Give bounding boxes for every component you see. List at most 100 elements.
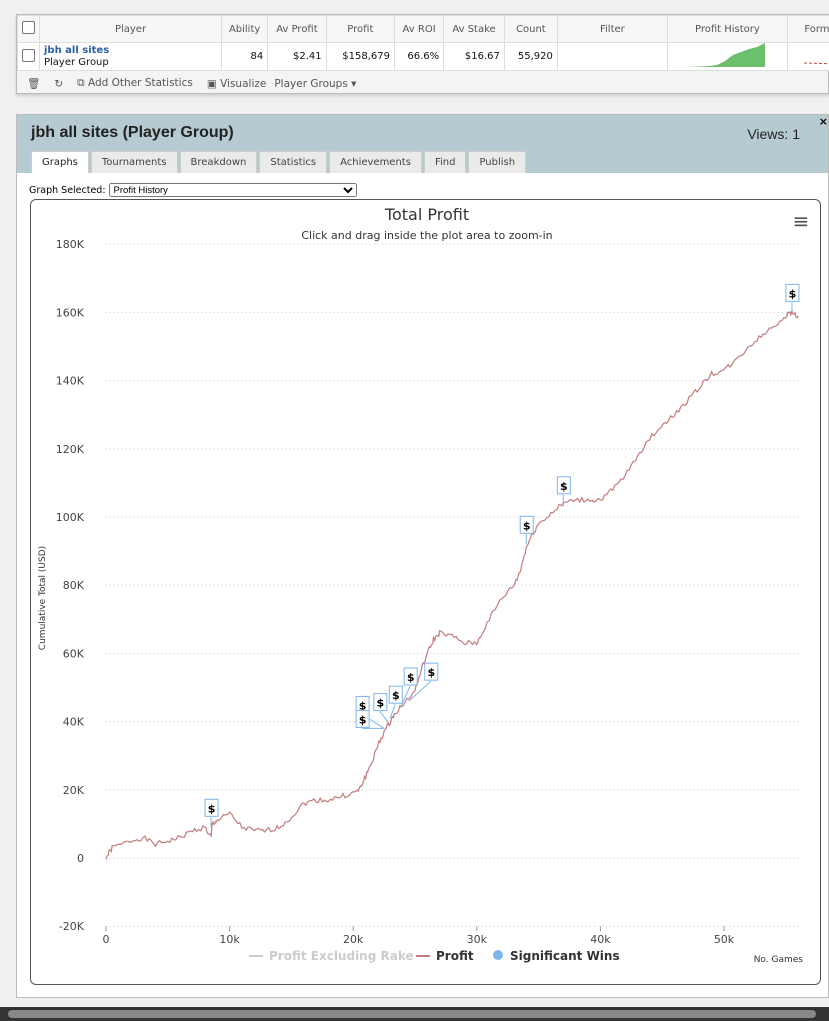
y-tick-label: 180K [56, 238, 85, 251]
significant-win-label: $ [560, 480, 568, 493]
legend-profit-excl-rake: Profit Excluding Rake [269, 949, 414, 963]
visualize-label: Visualize [220, 77, 267, 90]
col-profit-history[interactable]: Profit History [666, 15, 788, 43]
y-axis-label: Cumulative Total (USD) [38, 546, 48, 650]
x-tick-label: 20k [343, 933, 364, 946]
significant-win-label: $ [427, 666, 435, 679]
col-ability[interactable]: Ability [220, 15, 269, 43]
x-axis-label: No. Games [754, 955, 804, 965]
col-av-stake[interactable]: Av Stake [443, 15, 505, 43]
close-icon[interactable]: × [818, 115, 828, 128]
scrollbar-thumb[interactable] [8, 1010, 816, 1018]
y-tick-label: 100K [56, 511, 85, 524]
significant-win-flag [373, 693, 388, 712]
profit-history-sparkline [689, 43, 766, 67]
y-tick-label: 40K [63, 716, 85, 729]
views-count: Views: 1 [747, 126, 800, 142]
graph-select[interactable]: Profit History [108, 183, 357, 197]
y-tick-label: -20K [59, 920, 85, 933]
legend-significant-wins: Significant Wins [510, 949, 620, 963]
player-stats-table: Player Ability Av Profit Profit Av ROI A… [17, 15, 829, 71]
significant-win-label: $ [789, 287, 797, 300]
player-group-panel: jbh all sites (Player Group) Views: 1 × … [16, 114, 829, 998]
significant-win-flag [556, 476, 571, 495]
significant-win-flag [424, 662, 439, 681]
significant-win-label: $ [376, 697, 384, 710]
chart-subtitle: Click and drag inside the plot area to z… [301, 229, 552, 242]
graph-selected-label: Graph Selected: [29, 184, 106, 196]
chart-title: Total Profit [384, 205, 469, 224]
y-tick-label: 160K [56, 306, 85, 319]
tab-breakdown[interactable]: Breakdown [179, 151, 258, 173]
cell-filter [556, 42, 668, 71]
significant-win-label: $ [407, 671, 415, 684]
significant-win-label: $ [523, 519, 531, 532]
y-tick-label: 20K [63, 784, 85, 797]
table-row: jbh all sites Player Group 84 $2.41 $158,… [17, 42, 829, 71]
significant-win-connector [389, 704, 396, 719]
col-count[interactable]: Count [503, 15, 558, 43]
significant-win-label: $ [392, 689, 400, 702]
significant-win-connector [379, 711, 389, 722]
significant-win-flag [388, 685, 403, 704]
significant-win-flag [785, 283, 800, 302]
horizontal-scrollbar[interactable] [0, 1007, 829, 1021]
player-groups-dropdown[interactable]: Player Groups ▾ [274, 77, 357, 90]
y-tick-label: 0 [77, 852, 84, 865]
row-checkbox[interactable] [22, 48, 35, 62]
col-av-profit[interactable]: Av Profit [267, 15, 327, 43]
significant-win-connector [408, 680, 432, 702]
x-tick-label: 10k [219, 933, 240, 946]
player-groups-label: Player Groups [274, 77, 348, 90]
significant-win-flag [519, 515, 534, 534]
menu-icon[interactable]: ≡ [793, 209, 810, 233]
tab-achievements[interactable]: Achievements [329, 151, 422, 173]
add-stats-label: Add Other Statistics [88, 77, 193, 89]
table-header-row: Player Ability Av Profit Profit Av ROI A… [17, 15, 829, 43]
tab-statistics[interactable]: Statistics [259, 151, 328, 173]
significant-win-flag [355, 709, 370, 728]
significant-win-connector [399, 685, 411, 709]
table-toolbar: 🗑 ↻ ⧉ Add Other Statistics ▣ Visualize P… [17, 71, 828, 96]
legend-profit: Profit [436, 949, 474, 963]
col-profit[interactable]: Profit [325, 15, 396, 43]
col-player[interactable]: Player [39, 15, 222, 43]
panel-header: jbh all sites (Player Group) Views: 1 × … [17, 115, 828, 173]
significant-win-flag [204, 798, 219, 817]
y-tick-label: 80K [63, 579, 85, 592]
cell-av-roi: 66.6% [394, 42, 445, 71]
profit-chart[interactable]: Total Profit Click and drag inside the pl… [31, 200, 822, 986]
add-other-statistics-button[interactable]: ⧉ Add Other Statistics [77, 77, 193, 89]
x-tick-label: 0 [103, 933, 110, 946]
x-tick-label: 40k [590, 933, 611, 946]
panel-title: jbh all sites (Player Group) [31, 124, 234, 141]
col-form[interactable]: Form [786, 15, 829, 43]
tab-publish[interactable]: Publish [468, 151, 527, 173]
significant-win-label: $ [208, 802, 216, 815]
x-tick-label: 50k [714, 933, 735, 946]
tab-tournaments[interactable]: Tournaments [90, 151, 178, 173]
col-filter[interactable]: Filter [556, 15, 668, 43]
profit-series-line [105, 308, 799, 860]
y-tick-label: 140K [56, 375, 85, 388]
tab-graphs[interactable]: Graphs [31, 151, 89, 173]
significant-win-label: $ [359, 699, 367, 712]
y-tick-label: 60K [63, 647, 85, 660]
player-link[interactable]: jbh all sites [44, 44, 110, 56]
visualize-button[interactable]: ▣ Visualize [206, 77, 267, 90]
refresh-icon[interactable]: ↻ [54, 77, 64, 90]
graph-selector: Graph Selected: Profit History [29, 183, 357, 197]
y-tick-label: 120K [56, 443, 85, 456]
legend-wins-symbol [493, 950, 503, 960]
delete-icon[interactable]: 🗑 [27, 78, 41, 90]
cell-av-stake: $16.67 [443, 42, 505, 71]
panel-tabs: Graphs Tournaments Breakdown Statistics … [31, 151, 527, 173]
cell-profit: $158,679 [325, 42, 396, 71]
player-stats-panel: Player Ability Av Profit Profit Av ROI A… [16, 14, 829, 94]
x-tick-label: 30k [467, 933, 488, 946]
tab-find[interactable]: Find [423, 151, 467, 173]
significant-win-label: $ [359, 713, 367, 726]
col-av-roi[interactable]: Av ROI [394, 15, 445, 43]
player-type: Player Group [44, 56, 109, 68]
select-all-checkbox[interactable] [22, 21, 35, 34]
